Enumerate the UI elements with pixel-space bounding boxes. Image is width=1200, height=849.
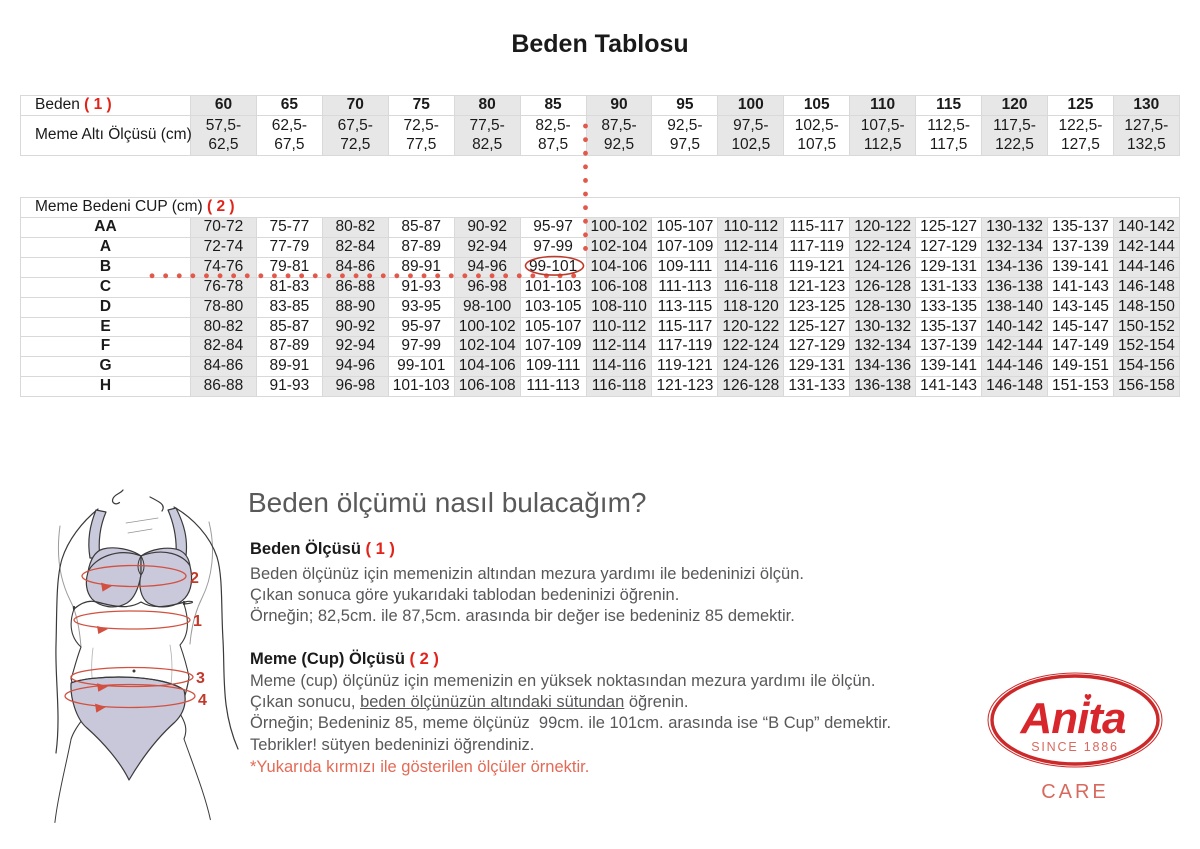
svg-text:3: 3 [196, 670, 205, 687]
svg-text:Anita: Anita [1020, 694, 1127, 743]
svg-text:SINCE 1886: SINCE 1886 [1031, 740, 1118, 754]
svg-text:1: 1 [193, 613, 202, 630]
svg-text:4: 4 [198, 692, 207, 709]
svg-text:CARE: CARE [1041, 781, 1109, 803]
svg-text:2: 2 [190, 570, 199, 587]
